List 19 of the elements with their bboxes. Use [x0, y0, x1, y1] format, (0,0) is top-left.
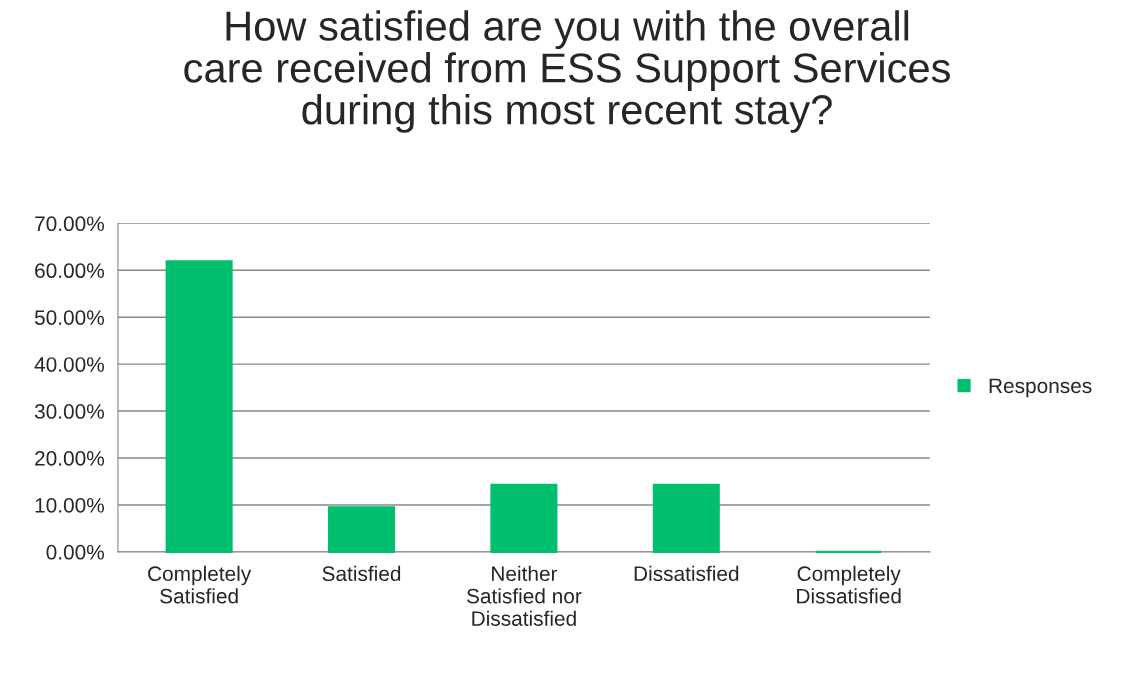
- y-tick-label: 40.00%: [34, 357, 104, 372]
- y-tick-label: 70.00%: [35, 216, 104, 232]
- y-tick-label: 60.00%: [35, 263, 104, 279]
- y-tick-label: 0.00%: [46, 544, 104, 560]
- y-tick-label: 30.00%: [34, 404, 104, 419]
- x-tick-label: Completely Dissatisfied: [797, 565, 901, 604]
- bar: [652, 483, 720, 553]
- y-tick-label: 50.00%: [34, 310, 104, 325]
- y-tick-label: 10.00%: [35, 497, 104, 513]
- bar: [490, 483, 558, 553]
- bar: [328, 506, 396, 553]
- x-tick-label: Neither Satisfied nor Dissatisfied: [466, 565, 582, 626]
- x-tick-label: Dissatisfied: [634, 565, 739, 582]
- chart-title: How satisfied are you with the overall care received from ESS Support Services during this most recent stay?: [184, 10, 950, 133]
- bar: [165, 260, 233, 553]
- y-tick-label: 20.00%: [35, 451, 104, 466]
- x-tick-label: Satisfied: [322, 565, 401, 582]
- legend-label: Responses: [989, 378, 1092, 398]
- x-tick-label: Completely Satisfied: [148, 565, 252, 604]
